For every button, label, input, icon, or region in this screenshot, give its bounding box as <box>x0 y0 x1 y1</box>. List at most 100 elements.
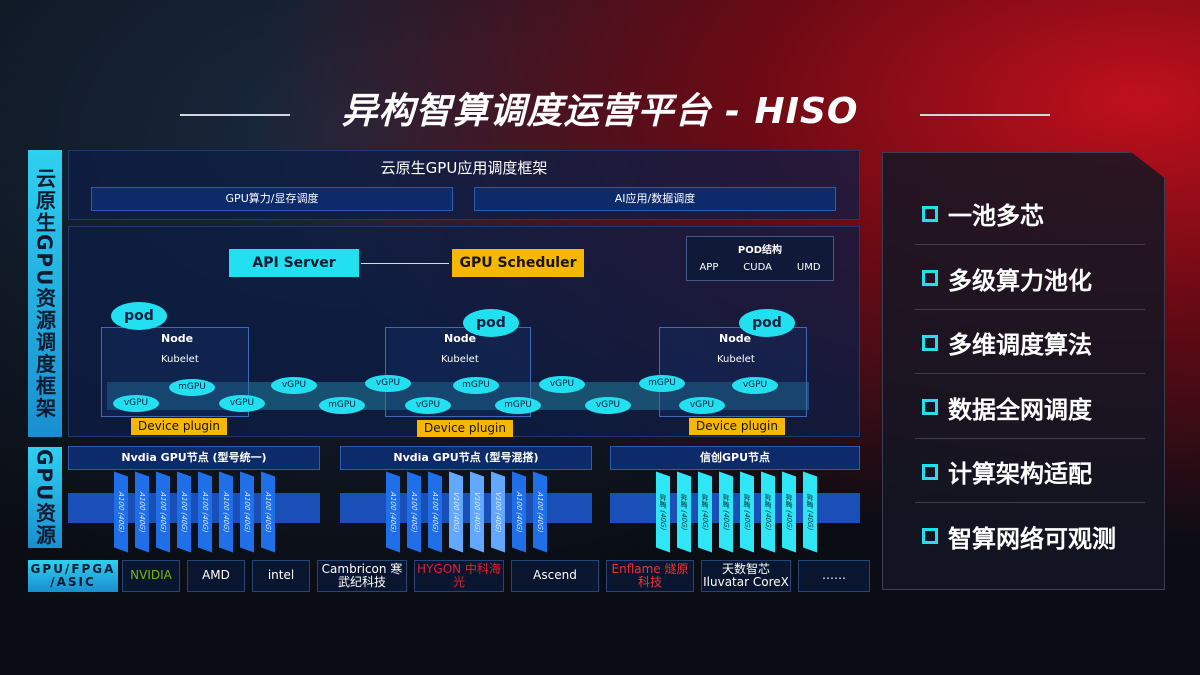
gpu-card: 昇腾 (40G) <box>677 471 691 553</box>
pod: pod <box>463 309 519 337</box>
gpu-node-band <box>610 493 860 523</box>
feature-item: 多维调度算法 <box>922 325 1092 360</box>
framework-panel: 云原生GPU应用调度框架 GPU算力/显存调度 AI应用/数据调度 <box>68 150 860 220</box>
gpu-node-band <box>68 493 320 523</box>
checkbox-icon <box>922 463 938 480</box>
gpu-card: 昇腾 (40G) <box>656 471 670 553</box>
features-panel <box>882 152 1165 590</box>
gpu-card: A100 (40G) <box>114 471 128 553</box>
device-plugin: Device plugin <box>131 418 227 435</box>
gpu-card: V100 (40G) <box>491 471 505 553</box>
kubelet-label: Kubelet <box>441 354 479 365</box>
divider <box>915 437 1145 439</box>
vendor-row: NVIDIA AMD intel Cambricon 寒武纪科技 HYGON 中科海光 A… <box>122 560 870 592</box>
gpu-card: A100 (40G) <box>428 471 442 553</box>
gpu-card: A100 (40G) <box>407 471 421 553</box>
gpu-card: A100 (40G) <box>240 471 254 553</box>
gpu-card: A100 (40G) <box>135 471 149 553</box>
gpu-nodes: Nvdia GPU节点 (型号统一) A100 (40G) A100 (40G) A… <box>68 446 860 553</box>
feature-item: 多级算力池化 <box>922 261 1092 296</box>
label-vendors: GPU/FPGA /ASIC <box>28 560 118 592</box>
feature-item: 数据全网调度 <box>922 390 1092 425</box>
gpu-card: 昇腾 (40G) <box>698 471 712 553</box>
vgpu: vGPU <box>585 397 631 414</box>
gpu-node-band <box>340 493 592 523</box>
arrow <box>361 263 449 264</box>
gpu-card: A100 (40G) <box>198 471 212 553</box>
gpu-card: A100 (40G) <box>386 471 400 553</box>
feature-label: 一池多芯 <box>948 202 1044 230</box>
vendor-logo: …… <box>798 560 870 592</box>
feature-label: 多维调度算法 <box>948 331 1092 359</box>
title-line-right <box>920 114 1050 116</box>
mgpu: mGPU <box>319 397 365 414</box>
divider <box>915 308 1145 310</box>
vendor-logo: Ascend <box>511 560 599 592</box>
bar-gpu-scheduling: GPU算力/显存调度 <box>91 187 453 211</box>
label-scheduling-framework: 云原生GPU资源调度框架 <box>28 150 62 437</box>
checkbox-icon <box>922 205 938 222</box>
divider <box>915 373 1145 374</box>
checkbox-icon <box>922 399 938 415</box>
vgpu: vGPU <box>405 397 451 414</box>
pod-cuda: CUDA <box>743 262 772 273</box>
vgpu: vGPU <box>113 395 159 412</box>
framework-title: 云原生GPU应用调度框架 <box>380 159 548 177</box>
gpu-card: A100 (40G) <box>261 471 275 553</box>
gpu-node-title: Nvdia GPU节点 (型号统一) <box>68 446 320 470</box>
api-server: API Server <box>229 249 359 277</box>
title-line-left <box>180 114 290 116</box>
divider <box>915 244 1145 245</box>
device-plugin: Device plugin <box>417 420 513 437</box>
node-label: Node <box>719 332 752 345</box>
gpu-card: 昇腾 (40G) <box>761 471 775 553</box>
vgpu: vGPU <box>539 376 585 393</box>
page-title: 异构智算调度运营平台 - HISO <box>341 91 859 132</box>
feature-item: 计算架构适配 <box>922 454 1092 489</box>
gpu-card: 昇腾 (40G) <box>782 471 796 553</box>
node-label: Node <box>161 332 194 345</box>
pod-umd: UMD <box>796 262 821 273</box>
vgpu: vGPU <box>732 377 778 394</box>
mgpu: mGPU <box>453 377 499 394</box>
vgpu: vGPU <box>219 395 265 412</box>
feature-label: 智算网络可观测 <box>948 524 1116 553</box>
vgpu: vGPU <box>365 375 411 392</box>
feature-label: 数据全网调度 <box>948 395 1092 424</box>
kubelet-label: Kubelet <box>161 354 199 365</box>
gpu-card: 昇腾 (40G) <box>740 471 754 553</box>
gpu-node-uniform: Nvdia GPU节点 (型号统一) A100 (40G) A100 (40G) A… <box>68 446 320 553</box>
gpu-card: V100 (40G) <box>470 471 484 553</box>
node-label: Node <box>444 332 477 345</box>
vendor-logo: 天数智芯 Iluvatar CoreX <box>701 560 791 592</box>
gpu-card: A100 (40G) <box>219 471 233 553</box>
bar-ai-scheduling: AI应用/数据调度 <box>474 187 836 211</box>
label-gpu-resources: GPU资源 <box>28 447 62 548</box>
gpu-node-xinchuang: 信创GPU节点 昇腾 (40G) 昇腾 (40G) 昇腾 (40G) 昇腾 (40G)… <box>610 446 860 553</box>
vgpu: vGPU <box>271 377 317 394</box>
checkbox-icon <box>922 528 938 544</box>
gpu-card: A100 (40G) <box>156 471 170 553</box>
gpu-card: 昇腾 (40G) <box>719 471 733 553</box>
mgpu: mGPU <box>639 375 685 392</box>
pod-structure: POD结构 APP CUDA UMD <box>686 236 834 281</box>
feature-item: 一池多芯 <box>922 196 1044 231</box>
mgpu: mGPU <box>169 379 215 396</box>
mgpu: mGPU <box>495 397 541 414</box>
gpu-card: V100 (40G) <box>449 471 463 553</box>
gpu-card: A100 (40G) <box>177 471 191 553</box>
pod: pod <box>739 309 795 337</box>
gpu-node-title: Nvdia GPU节点 (型号混搭) <box>340 446 592 470</box>
vendor-logo: NVIDIA <box>122 560 180 592</box>
gpu-card: 昇腾 (40G) <box>803 471 817 553</box>
vendor-logo: intel <box>252 560 310 592</box>
divider <box>915 502 1145 503</box>
gpu-card: A100 (40G) <box>533 471 547 553</box>
feature-item: 智算网络可观测 <box>922 519 1116 554</box>
checkbox-icon <box>922 334 938 351</box>
device-plugin: Device plugin <box>689 418 785 435</box>
gpu-node-title: 信创GPU节点 <box>610 446 860 470</box>
feature-label: 计算架构适配 <box>948 460 1092 488</box>
checkbox-icon <box>922 270 938 286</box>
feature-label: 多级算力池化 <box>948 266 1092 295</box>
